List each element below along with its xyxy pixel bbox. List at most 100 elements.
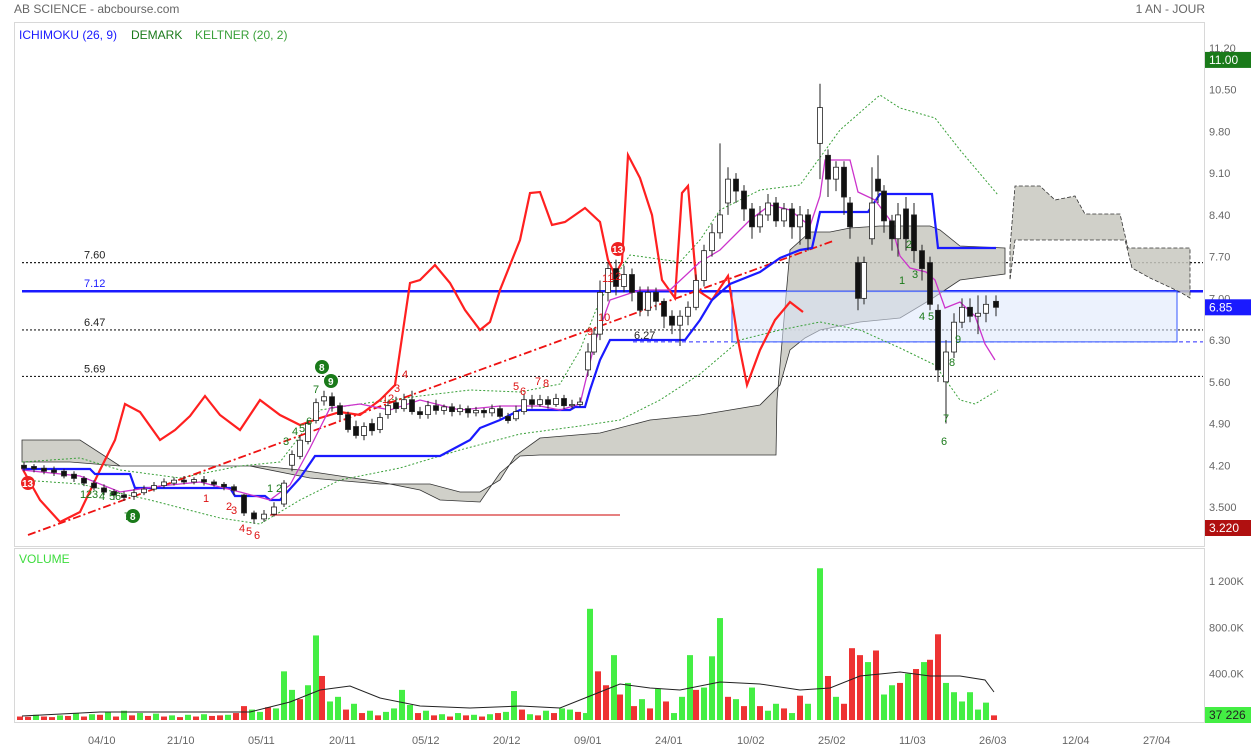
candle-body: [983, 303, 989, 314]
x-tick-label: 10/02: [737, 735, 765, 747]
demark-label-green: 8: [130, 512, 136, 523]
candle-body: [281, 482, 287, 505]
x-tick-label: 12/04: [1062, 735, 1090, 747]
level-label: 6.47: [84, 317, 105, 329]
demark-9-marker: [126, 509, 140, 523]
candle-body: [911, 214, 917, 252]
candle-body: [855, 262, 861, 299]
demark-13-marker: [21, 476, 35, 490]
candle-body: [289, 454, 295, 466]
x-tick-label: 26/03: [979, 735, 1007, 747]
volume-bar: [177, 717, 183, 720]
volume-bar: [97, 714, 103, 720]
legend-demark[interactable]: DEMARK: [131, 28, 183, 42]
y-tick-label: 10.50: [1209, 85, 1237, 97]
volume-bar: [991, 715, 997, 720]
candle-body: [489, 408, 495, 414]
keltner-upper: [21, 94, 999, 479]
volume-bar: [281, 671, 287, 720]
demark-label-red: 2: [226, 501, 232, 513]
candle-body: [943, 351, 949, 383]
demark-label-red: 7: [535, 376, 541, 388]
candle-body: [151, 485, 157, 490]
volume-bar: [161, 716, 167, 720]
candle-body: [605, 268, 611, 293]
candle-body: [457, 408, 463, 413]
demark-label-green: 8: [949, 357, 955, 369]
volume-bar: [81, 716, 87, 720]
volume-bar: [857, 655, 863, 720]
volume-bar: [201, 714, 207, 720]
volume-bar: [319, 675, 325, 720]
volume-bar: [825, 675, 831, 720]
volume-tick-label: 400.0K: [1209, 669, 1245, 681]
volume-bar: [873, 650, 879, 720]
candle-body: [221, 483, 227, 488]
candle-body: [597, 292, 603, 335]
candle-body: [569, 404, 575, 407]
volume-bar: [575, 711, 581, 720]
candle-body: [591, 333, 597, 353]
demark-label-green: 8: [319, 363, 325, 374]
volume-bar: [889, 685, 895, 720]
candle-body: [789, 208, 795, 228]
volume-bar: [375, 715, 381, 720]
volume-bar: [25, 716, 31, 720]
candle-body: [305, 423, 311, 442]
candle-body: [621, 274, 627, 287]
volume-last-flag: [1205, 707, 1251, 723]
volume-bar: [33, 714, 39, 720]
y-tick-label: 5.60: [1209, 377, 1230, 389]
volume-bar: [399, 689, 405, 720]
candle-body: [191, 479, 197, 483]
candle-body: [529, 399, 535, 405]
candle-body: [271, 506, 277, 515]
volume-bar: [905, 673, 911, 720]
demark-label-green: 6: [306, 416, 312, 428]
volume-bars: [17, 568, 997, 720]
candle-body: [433, 405, 439, 411]
volume-bar: [137, 713, 143, 720]
volume-bar: [583, 713, 589, 720]
volume-bar: [789, 713, 795, 720]
volume-bar: [359, 713, 365, 720]
legend-keltner[interactable]: KELTNER (20, 2): [195, 28, 288, 42]
demark-label-red: 9: [587, 326, 593, 338]
candle-body: [465, 408, 471, 414]
candle-body: [951, 321, 957, 353]
volume-bar: [595, 671, 601, 720]
volume-bar: [817, 568, 823, 720]
last-price-flag: [1205, 51, 1251, 68]
volume-bar: [527, 714, 533, 720]
level-label: 5.69: [84, 363, 105, 375]
candle-body: [41, 467, 47, 472]
period-label[interactable]: 1 AN - JOUR: [1135, 2, 1205, 16]
legend-ichimoku[interactable]: ICHIMOKU (26, 9): [19, 28, 118, 42]
candle-body: [781, 208, 787, 222]
candle-body: [749, 208, 755, 228]
candle-body: [425, 405, 431, 416]
candle-body: [141, 488, 147, 494]
volume-bar: [725, 696, 731, 720]
volume-bar: [833, 696, 839, 720]
candle-body: [61, 470, 67, 477]
volume-bar: [65, 715, 71, 720]
volume-bar: [797, 695, 803, 720]
volume-bar: [273, 708, 279, 720]
volume-bar: [639, 699, 645, 720]
volume-bar: [471, 714, 477, 720]
candle-body: [881, 190, 887, 222]
volume-bar: [765, 710, 771, 720]
volume-panel: [14, 548, 1205, 723]
x-tick-label: 11/03: [899, 735, 926, 747]
x-tick-label: 20/12: [493, 735, 521, 747]
volume-bar: [383, 711, 389, 720]
volume-bar: [391, 708, 397, 720]
candle-body: [669, 315, 675, 326]
candle-body: [841, 166, 847, 198]
candle-body: [545, 399, 551, 405]
candle-body: [613, 268, 619, 287]
volume-bar: [313, 635, 319, 720]
candle-body: [481, 410, 487, 414]
